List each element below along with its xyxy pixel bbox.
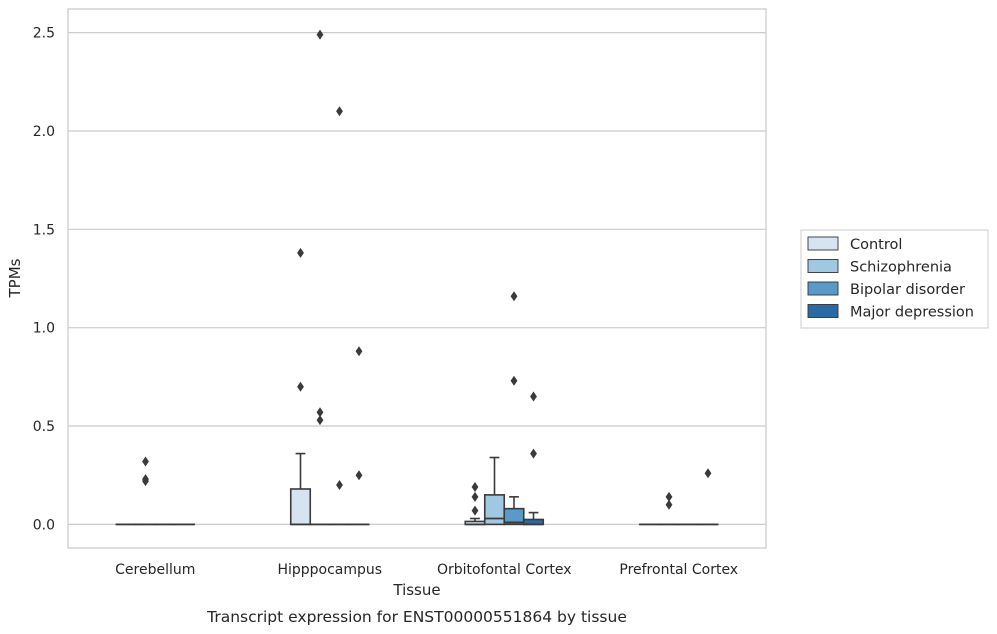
legend-swatch	[807, 304, 839, 318]
x-tick-label: Orbitofontal Cortex	[437, 562, 572, 578]
outlier-point	[316, 29, 324, 40]
x-tick-label: Prefrontal Cortex	[619, 562, 738, 578]
x-tick-label: Hipppocampus	[277, 562, 382, 578]
outlier-point	[471, 491, 479, 502]
legend-label: Schizophrenia	[850, 260, 952, 276]
outlier-point	[355, 346, 363, 357]
outlier-point	[336, 480, 343, 491]
legend-swatch	[807, 259, 839, 273]
legend-swatch	[807, 281, 839, 296]
x-tick-labels: Cerebellum Hipppocampus Orbitofontal Corte…	[115, 562, 738, 578]
y-tick-label: 2.0	[33, 124, 55, 140]
outlier-point	[297, 381, 304, 392]
chart-caption: Transcript expression for ENST0000055186…	[206, 608, 627, 626]
y-tick-label: 1.0	[33, 321, 55, 337]
box-bipolar-disorder	[328, 106, 351, 526]
outlier-point	[142, 456, 149, 467]
legend-label: Control	[850, 237, 902, 253]
legend: Control Schizophrenia Bipolar disorder Majo…	[800, 229, 989, 329]
y-tick-label: 0.5	[33, 419, 55, 435]
y-tick-labels: 0.0 0.5 1.0 1.5 2.0 2.5	[33, 26, 55, 534]
box-schizophrenia	[309, 29, 331, 526]
outlier-point	[665, 491, 673, 502]
outlier-point	[355, 470, 363, 481]
y-tick-label: 0.0	[33, 517, 55, 533]
box-bipolar-disorder	[503, 291, 525, 526]
legend-label: Major depression	[850, 305, 974, 321]
box-major-depression	[348, 346, 370, 526]
outlier-point	[471, 482, 479, 493]
outlier-point	[336, 106, 343, 117]
box-schizophrenia	[483, 456, 506, 526]
box-major-depression	[697, 468, 719, 526]
x-tick-label: Cerebellum	[115, 562, 195, 578]
y-tick-label: 2.5	[33, 26, 55, 42]
outlier-point	[142, 474, 149, 485]
outlier-point	[316, 415, 324, 426]
outlier-point	[530, 448, 537, 459]
outlier-point	[510, 291, 518, 302]
legend-swatch	[807, 236, 839, 251]
outlier-point	[665, 499, 673, 510]
outlier-point	[530, 391, 537, 402]
gridlines	[68, 32, 766, 525]
outlier-point	[316, 407, 324, 418]
box-schizophrenia	[658, 491, 680, 526]
boxplots	[115, 29, 719, 526]
box-body	[289, 488, 312, 526]
outlier-point	[471, 505, 479, 516]
outlier-point	[510, 375, 518, 386]
x-axis-label: Tissue	[392, 581, 440, 599]
box-control	[289, 247, 312, 526]
legend-label: Bipolar disorder	[850, 282, 965, 298]
box-major-depression	[522, 391, 545, 526]
y-axis-label: TPMs	[6, 258, 24, 298]
outlier-point	[297, 247, 304, 258]
box-control	[464, 482, 486, 526]
plot-area-frame	[67, 8, 767, 549]
box-schizophrenia	[134, 456, 157, 526]
y-tick-label: 1.5	[33, 222, 55, 238]
outlier-point	[704, 468, 712, 479]
box-body	[483, 494, 506, 526]
